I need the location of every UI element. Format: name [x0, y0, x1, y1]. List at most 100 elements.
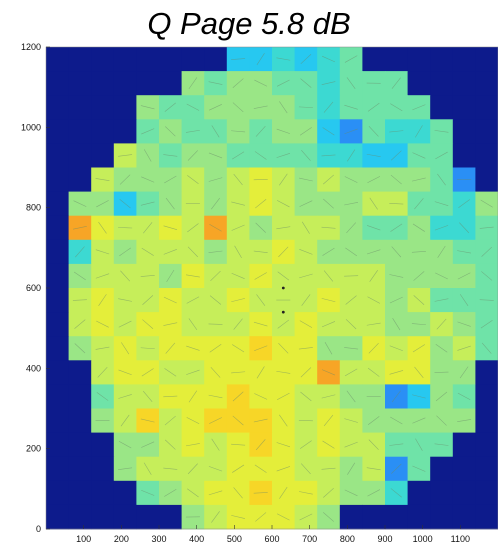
- y-tick-label: 800: [26, 203, 41, 213]
- heatmap-cell: [46, 312, 69, 337]
- vector-arrow: [322, 440, 335, 449]
- vector-arrow: [141, 128, 155, 135]
- vector-arrow: [255, 199, 267, 209]
- heatmap-cell: [46, 119, 69, 144]
- vector-arrow: [118, 154, 133, 157]
- vector-arrow: [188, 390, 198, 403]
- vector-arrow: [97, 367, 108, 378]
- vector-arrow: [231, 58, 246, 60]
- heatmap-cell: [475, 143, 498, 168]
- heatmap-cell: [113, 71, 137, 96]
- vector-arrow: [389, 130, 404, 133]
- vector-arrow: [73, 271, 86, 281]
- vector-arrow: [321, 369, 336, 376]
- vector-arrow: [141, 489, 155, 496]
- heatmap-cell: [46, 71, 69, 96]
- vector-arrow: [209, 223, 222, 232]
- vector-arrow: [187, 488, 199, 498]
- heatmap-cell: [91, 480, 115, 506]
- vector-arrow: [255, 222, 266, 233]
- heatmap-cell: [68, 360, 92, 385]
- vector-arrow: [165, 342, 176, 354]
- vector-arrow: [459, 294, 469, 307]
- vector-arrow: [367, 367, 380, 377]
- heatmap-cell: [452, 432, 476, 458]
- vector-arrow: [256, 366, 265, 379]
- heatmap-cell: [91, 47, 115, 72]
- vector-arrow: [141, 176, 155, 183]
- heatmap-cell: [113, 47, 137, 72]
- vector-arrow: [434, 130, 449, 133]
- vector-arrow: [140, 105, 155, 110]
- heatmap-cell: [159, 47, 182, 72]
- vector-arrow: [345, 247, 358, 257]
- vector-arrow: [187, 223, 199, 233]
- vector-arrow: [457, 345, 471, 351]
- heatmap-cell: [46, 360, 69, 385]
- heatmap-cell: [475, 360, 498, 385]
- vector-arrow: [389, 296, 403, 304]
- vector-arrow: [369, 270, 378, 282]
- heatmap-cell: [46, 336, 69, 361]
- vector-arrow: [211, 438, 220, 451]
- vector-arrow: [120, 270, 131, 282]
- heatmap-cell: [46, 191, 69, 217]
- vector-arrow: [279, 101, 288, 114]
- heatmap-cell: [46, 239, 69, 265]
- vector-arrow: [209, 295, 222, 305]
- vector-arrow: [98, 294, 107, 307]
- vector-arrows: [72, 53, 494, 523]
- heatmap-cell: [475, 456, 498, 482]
- vector-arrow: [299, 200, 313, 207]
- heatmap-cell: [68, 143, 92, 168]
- vector-arrow: [368, 126, 379, 137]
- vector-arrow: [344, 368, 358, 377]
- vector-arrow: [187, 175, 199, 185]
- heatmap-cell: [452, 143, 476, 168]
- vector-arrow: [390, 103, 403, 112]
- vector-arrow: [413, 295, 425, 305]
- vector-arrow: [72, 299, 87, 301]
- vector-arrow: [187, 150, 198, 161]
- vector-arrow: [344, 347, 359, 350]
- vector-arrow: [118, 320, 132, 328]
- heatmap-cell: [46, 504, 69, 530]
- vector-arrow: [344, 176, 358, 183]
- heatmap-cell: [46, 167, 69, 192]
- vector-arrow: [298, 177, 313, 182]
- x-tick-label: 200: [114, 534, 129, 544]
- heatmap-cell: [68, 480, 92, 506]
- vector-arrow: [276, 392, 290, 401]
- y-tick-label: 1200: [21, 42, 41, 52]
- vector-arrow: [98, 221, 107, 234]
- heatmap-cell: [68, 432, 92, 458]
- vector-arrow: [95, 273, 110, 279]
- vector-arrow: [142, 319, 154, 329]
- vector-arrow: [299, 440, 312, 449]
- vector-arrow: [95, 178, 110, 181]
- vector-arrow: [437, 173, 446, 186]
- vector-arrow: [118, 298, 133, 302]
- vector-arrow: [211, 197, 220, 210]
- vector-arrow: [254, 272, 267, 280]
- vector-arrow: [390, 223, 403, 232]
- vector-arrow: [323, 174, 334, 185]
- vector-arrow: [254, 393, 268, 400]
- vector-arrow: [209, 104, 222, 111]
- vector-arrow: [412, 223, 425, 232]
- vector-arrow: [231, 201, 245, 206]
- vector-arrow: [301, 149, 311, 161]
- vector-arrow: [120, 414, 130, 427]
- vector-arrow: [208, 250, 223, 254]
- vector-arrow: [121, 342, 130, 355]
- vector-arrow: [323, 198, 334, 209]
- vector-arrow: [118, 394, 132, 399]
- vector-arrow: [140, 418, 155, 423]
- vector-arrow: [73, 200, 87, 207]
- vector-arrow: [344, 418, 358, 423]
- vector-arrow: [276, 442, 291, 448]
- vector-arrow: [232, 78, 244, 88]
- vector-arrow: [389, 274, 404, 278]
- vector-arrow: [163, 395, 178, 398]
- vector-arrow: [276, 79, 290, 87]
